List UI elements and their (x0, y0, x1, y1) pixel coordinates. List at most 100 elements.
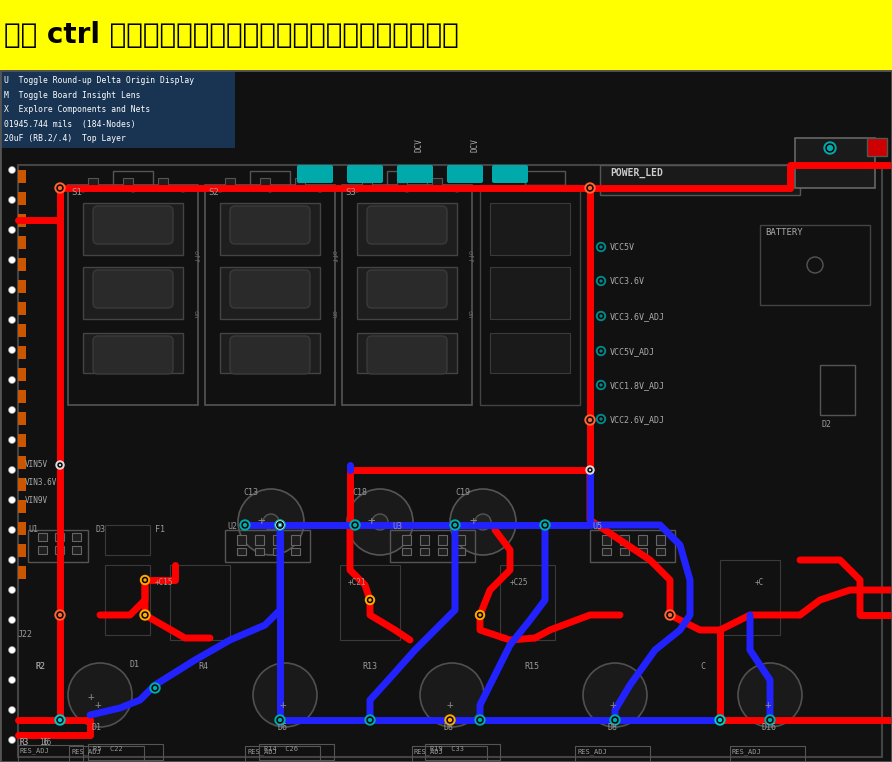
Text: R19  C33: R19 C33 (430, 746, 464, 752)
Bar (490, 203, 570, 255)
Bar (420, 535, 429, 545)
Bar (273, 548, 282, 555)
Circle shape (275, 520, 285, 530)
Circle shape (453, 523, 457, 527)
Circle shape (717, 717, 723, 723)
Text: D3: D3 (95, 525, 105, 534)
Circle shape (55, 183, 65, 193)
Bar (28, 530, 88, 562)
FancyBboxPatch shape (367, 270, 447, 308)
Text: VIN9V: VIN9V (25, 496, 48, 505)
Bar (357, 333, 457, 373)
FancyBboxPatch shape (230, 270, 310, 308)
Text: VCC3.6V: VCC3.6V (610, 277, 645, 286)
Bar (295, 178, 305, 188)
Circle shape (600, 280, 602, 282)
Circle shape (583, 663, 647, 727)
Circle shape (372, 514, 388, 530)
Bar (18, 302, 26, 315)
Circle shape (80, 186, 86, 192)
Text: U  Toggle Round-up Delta Origin Display: U Toggle Round-up Delta Origin Display (4, 76, 194, 85)
Bar (600, 165, 800, 195)
Text: +: + (470, 515, 477, 528)
Bar (83, 333, 183, 373)
Bar (205, 185, 335, 405)
Circle shape (9, 376, 15, 383)
Circle shape (543, 523, 547, 527)
Text: 16: 16 (42, 738, 51, 747)
Bar (83, 203, 183, 255)
Text: RES_ADJ: RES_ADJ (732, 748, 762, 754)
FancyBboxPatch shape (230, 336, 310, 374)
Text: X  Explore Components and Nets: X Explore Components and Nets (4, 105, 150, 114)
Circle shape (263, 514, 279, 530)
Bar (500, 565, 555, 640)
Bar (18, 214, 26, 227)
Bar (220, 203, 320, 255)
Circle shape (59, 719, 62, 722)
Circle shape (585, 415, 595, 425)
Text: RES_ADJ: RES_ADJ (71, 748, 101, 754)
Text: off: off (330, 250, 336, 263)
Circle shape (277, 522, 283, 528)
Circle shape (276, 521, 284, 529)
Bar (402, 548, 411, 555)
FancyBboxPatch shape (492, 165, 528, 183)
Text: VIN5V: VIN5V (25, 460, 48, 469)
Circle shape (600, 246, 602, 248)
Bar (291, 535, 300, 545)
Text: +C15: +C15 (155, 578, 174, 587)
Bar (620, 535, 629, 545)
FancyBboxPatch shape (367, 336, 447, 374)
Text: RES_ADJ: RES_ADJ (577, 748, 607, 754)
Circle shape (454, 186, 460, 192)
Text: R3: R3 (20, 738, 29, 747)
Text: BATTERY: BATTERY (765, 228, 803, 237)
Circle shape (9, 316, 15, 324)
Circle shape (447, 717, 453, 723)
Circle shape (585, 183, 595, 193)
Bar (250, 171, 290, 185)
Circle shape (9, 677, 15, 684)
Bar (412, 746, 487, 762)
Text: 16: 16 (39, 738, 48, 747)
Circle shape (275, 520, 285, 530)
FancyBboxPatch shape (347, 165, 383, 183)
Circle shape (600, 384, 602, 386)
Circle shape (667, 612, 673, 618)
Bar (18, 522, 26, 535)
Circle shape (738, 663, 802, 727)
Bar (342, 185, 472, 405)
Text: R14  C26: R14 C26 (264, 746, 298, 752)
Circle shape (599, 245, 604, 249)
Circle shape (589, 418, 591, 421)
Circle shape (144, 613, 146, 616)
Bar (656, 535, 665, 545)
Bar (105, 525, 150, 555)
Bar (18, 745, 83, 762)
Text: off: off (193, 250, 199, 263)
Text: VCC1.8V_ADJ: VCC1.8V_ADJ (610, 381, 665, 390)
Bar (490, 333, 570, 373)
Circle shape (57, 185, 63, 191)
Circle shape (141, 575, 150, 584)
Circle shape (452, 522, 458, 528)
Bar (18, 434, 26, 447)
Circle shape (587, 417, 593, 423)
Circle shape (59, 187, 62, 190)
Circle shape (769, 719, 772, 722)
Bar (602, 535, 611, 545)
Bar (357, 267, 457, 319)
Bar (55, 546, 64, 554)
Circle shape (275, 715, 285, 725)
Bar (88, 178, 98, 188)
Text: M  Toggle Board Insight Lens: M Toggle Board Insight Lens (4, 91, 141, 100)
Text: R13: R13 (362, 662, 377, 671)
Bar (18, 478, 26, 491)
Text: S1: S1 (71, 188, 82, 197)
Text: 20uF (RB.2/.4)  Top Layer: 20uF (RB.2/.4) Top Layer (4, 134, 126, 143)
Bar (490, 267, 570, 319)
Bar (255, 548, 264, 555)
Circle shape (475, 610, 484, 620)
Bar (255, 535, 264, 545)
